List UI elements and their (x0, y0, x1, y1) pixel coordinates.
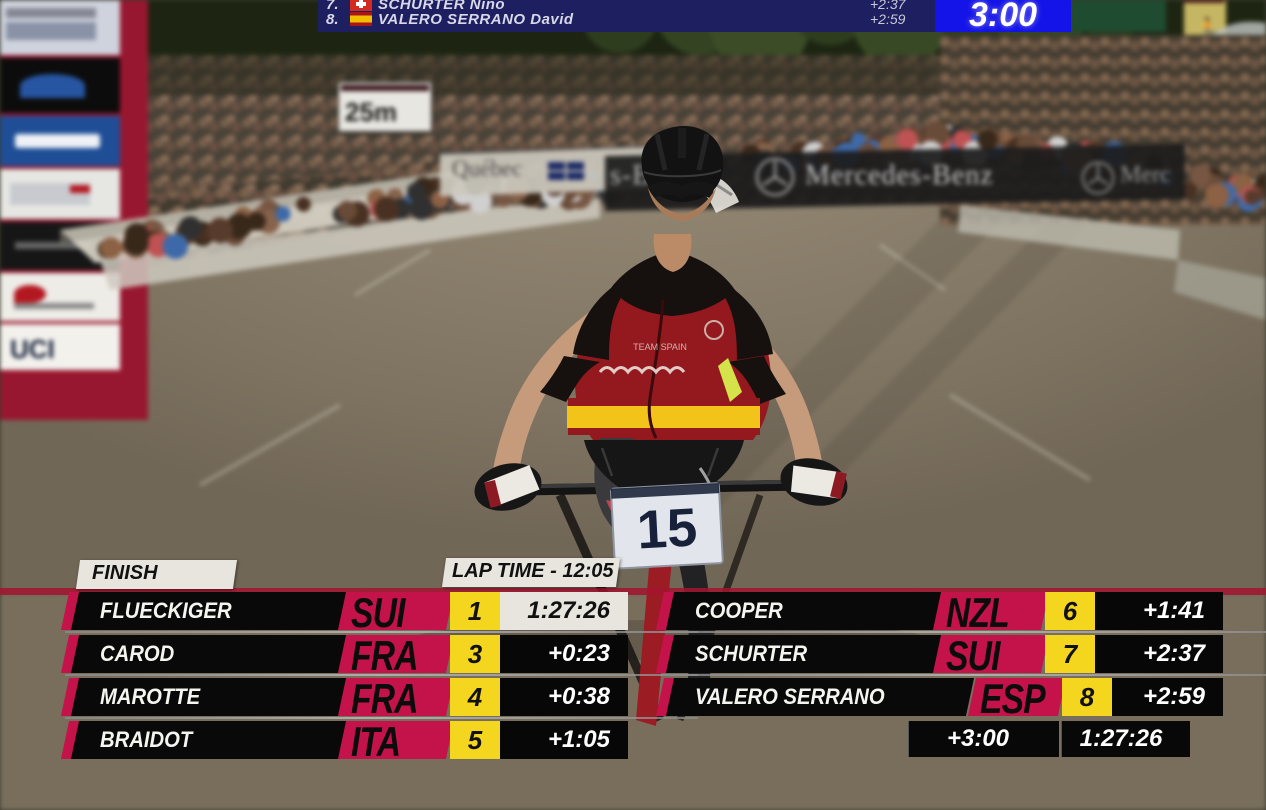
svg-text:15: 15 (635, 497, 698, 560)
svg-text:TEAM SPAIN: TEAM SPAIN (633, 342, 687, 352)
